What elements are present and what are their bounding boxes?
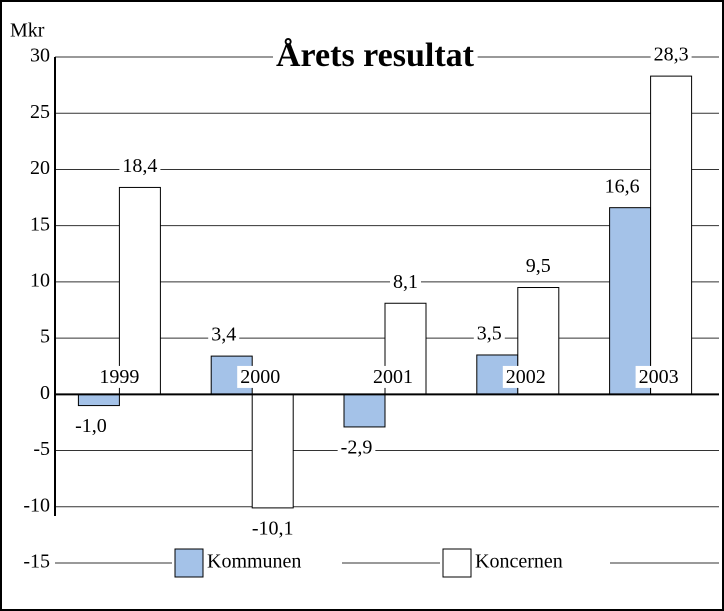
value-label: 9,5 — [526, 255, 551, 277]
value-label: 3,5 — [477, 323, 502, 345]
value-label: -1,0 — [75, 415, 107, 437]
value-label: 3,4 — [211, 324, 236, 346]
chart-title: Årets resultat — [276, 37, 475, 74]
value-label-bg — [72, 415, 110, 438]
bar — [77, 393, 120, 407]
value-label-bg — [248, 517, 297, 540]
legend-swatch — [174, 548, 204, 578]
y-tick-label: 10 — [30, 269, 50, 291]
value-label-bg — [522, 255, 554, 278]
x-tick-label: 2001 — [373, 366, 413, 388]
value-label: 28,3 — [654, 44, 689, 66]
value-label: 16,6 — [605, 175, 640, 197]
value-label: 8,1 — [393, 271, 418, 293]
value-label: 18,4 — [122, 155, 157, 177]
x-tick-label: 2002 — [506, 366, 546, 388]
value-label-bg — [601, 175, 643, 198]
value-label: -2,9 — [341, 437, 373, 459]
y-axis-label: Mkr — [10, 20, 45, 42]
x-tick-label-bg — [96, 365, 143, 388]
y-tick-label: 30 — [30, 45, 50, 67]
x-tick-label: 1999 — [99, 366, 139, 388]
y-tick-label: 25 — [30, 101, 50, 123]
y-tick-label: 5 — [40, 326, 50, 348]
x-tick-label: 2000 — [240, 366, 280, 388]
value-label-bg — [473, 322, 505, 345]
y-tick-label: -5 — [33, 438, 50, 460]
y-tick-label: -10 — [23, 494, 50, 516]
y-tick-label: 0 — [40, 382, 50, 404]
bar — [251, 393, 294, 509]
x-tick-label-bg — [370, 365, 416, 388]
chart-title-bg — [273, 36, 478, 74]
value-label-bg — [337, 436, 376, 459]
value-label-bg — [119, 155, 161, 178]
x-tick-label-bg — [502, 365, 549, 388]
legend-label: Kommunen — [207, 551, 301, 573]
bar — [609, 207, 652, 395]
y-tick-label: -15 — [23, 551, 50, 573]
y-tick-label: 15 — [30, 213, 50, 235]
y-tick-label: 20 — [30, 157, 50, 179]
x-tick-label: 2003 — [639, 366, 679, 388]
value-label-bg — [390, 270, 421, 293]
x-tick-label-bg — [635, 365, 682, 388]
legend-label: Koncernen — [475, 551, 563, 573]
bar — [343, 393, 386, 428]
value-label-bg — [208, 323, 240, 346]
x-tick-label-bg — [237, 365, 284, 388]
bar — [118, 186, 161, 395]
legend-swatch — [442, 548, 472, 578]
bar — [650, 75, 693, 395]
value-label-bg — [650, 43, 692, 66]
value-label: -10,1 — [252, 517, 294, 539]
